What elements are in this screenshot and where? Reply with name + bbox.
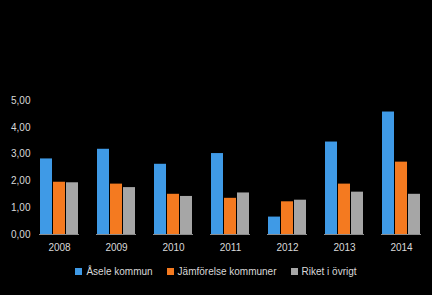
html-text:Åsele kommun: Åsele kommun [86, 266, 153, 277]
svg-text:2013: 2013 [333, 242, 356, 253]
svg-text:2012: 2012 [276, 242, 299, 253]
svg-text:2,00: 2,00 [11, 175, 31, 186]
html-text:Riket i övrigt: Riket i övrigt [301, 266, 357, 277]
html-text:Jämförelse kommuner: Jämförelse kommuner [177, 266, 277, 277]
svg-text:4,00: 4,00 [11, 122, 31, 133]
svg-text:3,00: 3,00 [11, 148, 31, 159]
svg-text:1,00: 1,00 [11, 202, 31, 213]
svg-text:2011: 2011 [220, 242, 242, 253]
svg-text:2008: 2008 [48, 242, 71, 253]
svg-text:0,00: 0,00 [11, 229, 31, 240]
svg-text:5,00: 5,00 [11, 95, 31, 106]
svg-text:2010: 2010 [162, 242, 185, 253]
svg-text:2009: 2009 [105, 242, 128, 253]
svg-text:2014: 2014 [390, 242, 413, 253]
